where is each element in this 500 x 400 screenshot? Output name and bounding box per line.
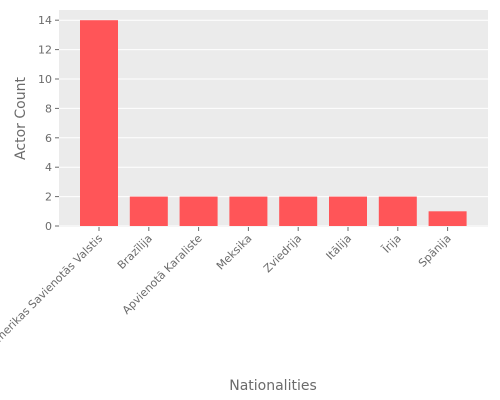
bar bbox=[279, 196, 318, 226]
y-axis-title: Actor Count bbox=[13, 77, 29, 160]
x-axis-ticks: Amerikas Savienotās Valstis BrazīlijaApvi… bbox=[0, 227, 454, 350]
bars bbox=[80, 20, 467, 227]
x-axis-title: Nationalities bbox=[229, 378, 317, 394]
x-tick-label: Īrija bbox=[380, 232, 404, 256]
plot-background bbox=[59, 10, 488, 227]
y-tick-label: 12 bbox=[38, 44, 52, 57]
bar bbox=[428, 211, 467, 226]
bar bbox=[80, 20, 118, 227]
x-tick-label: Brazīlija bbox=[115, 232, 155, 272]
bar bbox=[179, 196, 218, 226]
x-tick-label: Meksika bbox=[214, 232, 255, 273]
bar bbox=[378, 196, 417, 226]
x-tick-label: Itālija bbox=[324, 232, 355, 263]
x-tick-label: Zviedrija bbox=[261, 232, 304, 275]
y-tick-label: 0 bbox=[45, 220, 52, 233]
y-tick-label: 4 bbox=[45, 161, 52, 174]
bar bbox=[229, 196, 268, 226]
y-tick-label: 2 bbox=[45, 191, 52, 204]
y-tick-label: 14 bbox=[38, 14, 52, 27]
y-tick-label: 10 bbox=[38, 73, 52, 86]
x-tick-label: Amerikas Savienotās Valstis bbox=[0, 232, 105, 350]
x-tick-label: Spānija bbox=[416, 232, 454, 270]
bar bbox=[129, 196, 168, 226]
y-axis-ticks: 0 2 4 6 8 10 12 14 bbox=[38, 14, 59, 233]
y-tick-label: 6 bbox=[45, 132, 52, 145]
bar bbox=[329, 196, 367, 226]
y-tick-label: 8 bbox=[45, 102, 52, 115]
